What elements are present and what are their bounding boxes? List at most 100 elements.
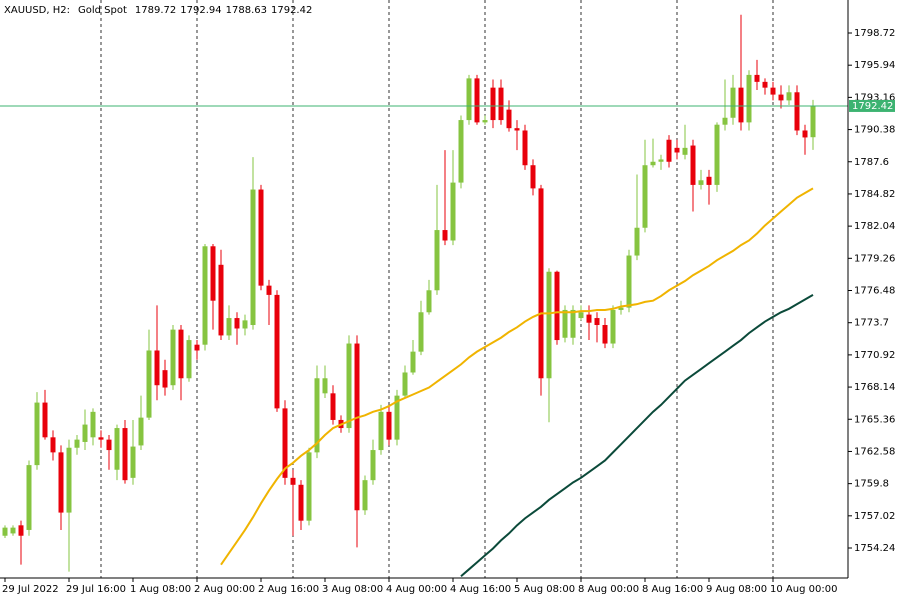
candle-body [234,318,240,329]
price-label: 1792.42 [852,101,893,112]
candle-body [586,314,592,323]
header: XAUUSD, H2: Gold Spot 1789.72 1792.94 1788.6… [4,5,312,16]
x-tick-label: 8 Aug 16:00 [642,584,703,595]
candle-body [378,411,384,451]
candle-body [130,446,136,478]
x-tick-label: 8 Aug 00:00 [578,584,639,595]
candle-body [754,74,760,82]
x-tick-label: 4 Aug 00:00 [386,584,447,595]
candle-body [538,188,544,379]
candle-body [178,329,184,379]
candle-body [226,318,232,336]
candle-body [186,340,192,379]
candle-body [282,408,288,478]
candle-body [2,527,8,536]
candle-body [170,329,176,386]
candle-body [738,87,744,123]
moving-average [460,294,814,578]
y-tick-label: 1795.94 [854,60,895,71]
candle-body [682,147,688,155]
candle-body [98,437,104,440]
candle-body [330,393,336,420]
candle-body [466,78,472,121]
y-tick-label: 1779.26 [854,253,895,264]
candle-body [74,439,80,448]
candle-body [66,447,72,513]
candle-body [474,78,480,123]
candle-body [322,378,328,394]
candle-body [10,527,16,534]
y-tick-label: 1759.8 [854,479,889,490]
candle-body [570,309,576,338]
moving-average [220,187,814,566]
candle-body [314,378,320,453]
header-item: 1789.72 [135,5,176,16]
header-item: 1792.42 [271,5,312,16]
candle-body [290,477,296,485]
candle-body [786,92,792,101]
candle-body [354,343,360,511]
candle-body [562,309,568,338]
candle-body [642,165,648,228]
y-tick-label: 1798.72 [854,28,895,39]
candle-body [298,484,304,521]
candle-body [42,402,48,438]
candle-body [218,264,224,336]
candle-body [434,230,440,291]
candle-body [722,117,728,125]
candle-body [82,424,88,442]
candle-body [506,109,512,129]
candle-body [618,307,624,310]
x-tick-label: 10 Aug 00:00 [770,584,837,595]
candle-body [394,395,400,440]
candle-body [810,105,816,138]
y-tick-label: 1762.58 [854,446,895,457]
candle-body [634,227,640,256]
candle-body [146,350,152,418]
candle-body [626,255,632,308]
header-item: XAUUSD, H2: [4,5,70,16]
candle-body [794,92,800,131]
candle-body [386,411,392,440]
candle-body [362,480,368,511]
candle-body [250,189,256,326]
candle-body [450,182,456,241]
candle-body [154,350,160,386]
candle-body [690,145,696,185]
y-tick-label: 1782.04 [854,221,895,232]
y-tick-label: 1773.7 [854,318,889,329]
candle-body [26,465,32,530]
header-item: Gold Spot [78,5,127,16]
x-tick-label: 9 Aug 08:00 [706,584,767,595]
y-tick-label: 1793.16 [854,92,895,103]
candle-body [730,87,736,118]
candle-body [58,452,64,513]
candle-body [762,81,768,88]
x-tick-label: 4 Aug 16:00 [450,584,511,595]
candle-body [210,246,216,301]
candle-body [418,312,424,352]
candle-body [346,343,352,429]
candle-body [706,176,712,185]
candle-body [106,439,112,451]
x-tick-label: 3 Aug 08:00 [322,584,383,595]
candle-body [602,325,608,344]
candle-body [546,271,552,379]
candle-body [426,290,432,313]
candle-body [674,147,680,153]
candle-body [650,161,656,166]
candle-body [578,312,584,319]
y-tick-label: 1770.92 [854,350,895,361]
candle-body [258,189,264,286]
header-item: 1788.63 [226,5,267,16]
candle-body [658,159,664,162]
candle-body [138,417,144,446]
candle-body [202,246,208,345]
x-tick-label: 29 Jul 16:00 [66,584,126,595]
y-tick-label: 1784.82 [854,189,895,200]
candle-body [514,128,520,131]
candle-body [714,124,720,185]
candle-body [410,351,416,373]
y-tick-label: 1765.36 [854,414,895,425]
candle-body [698,180,704,185]
